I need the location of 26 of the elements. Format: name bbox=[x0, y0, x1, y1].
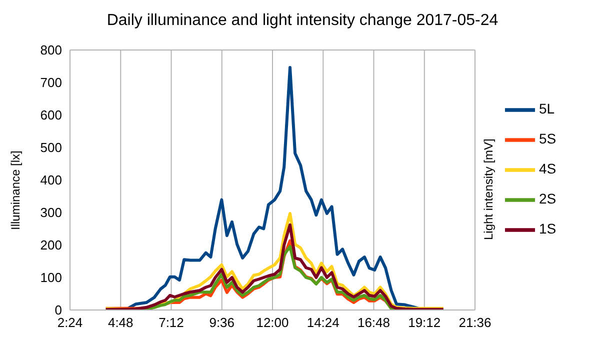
y-tick-label: 300 bbox=[40, 205, 62, 220]
legend-label: 5L bbox=[539, 100, 555, 117]
legend-label: 4S bbox=[539, 160, 556, 177]
y-tick-label: 800 bbox=[40, 42, 62, 58]
chart-title: Daily illuminance and light intensity change 2017-05-24 bbox=[106, 12, 500, 30]
x-tick-label: 14:24 bbox=[306, 315, 340, 330]
x-tick-label: 9:36 bbox=[209, 315, 235, 330]
y-axis-title: Illuminance [lx] bbox=[8, 150, 22, 230]
y-tick-label: 100 bbox=[40, 270, 62, 286]
x-tick-label: 21:36 bbox=[458, 315, 492, 330]
x-tick-label: 19:12 bbox=[408, 315, 441, 330]
legend-label: 2S bbox=[539, 190, 556, 207]
legend-label: 1S bbox=[539, 220, 556, 237]
y-tick-label: 400 bbox=[40, 172, 62, 188]
y-tick-label: 600 bbox=[40, 108, 62, 123]
x-tick-label: 16:48 bbox=[357, 315, 390, 330]
y-tick-label: 200 bbox=[40, 238, 62, 253]
legend-label: 5S bbox=[539, 130, 556, 147]
y2-axis-title: Light intensity [mV] bbox=[481, 138, 496, 240]
x-tick-label: 4:48 bbox=[108, 315, 134, 330]
x-tick-label: 2:24 bbox=[57, 315, 83, 330]
y-tick-label: 0 bbox=[54, 302, 62, 318]
x-tick-label: 7:12 bbox=[158, 315, 184, 330]
y-tick-label: 500 bbox=[40, 140, 62, 156]
x-tick-label: 12:00 bbox=[256, 315, 289, 330]
y-tick-label: 700 bbox=[40, 75, 62, 90]
